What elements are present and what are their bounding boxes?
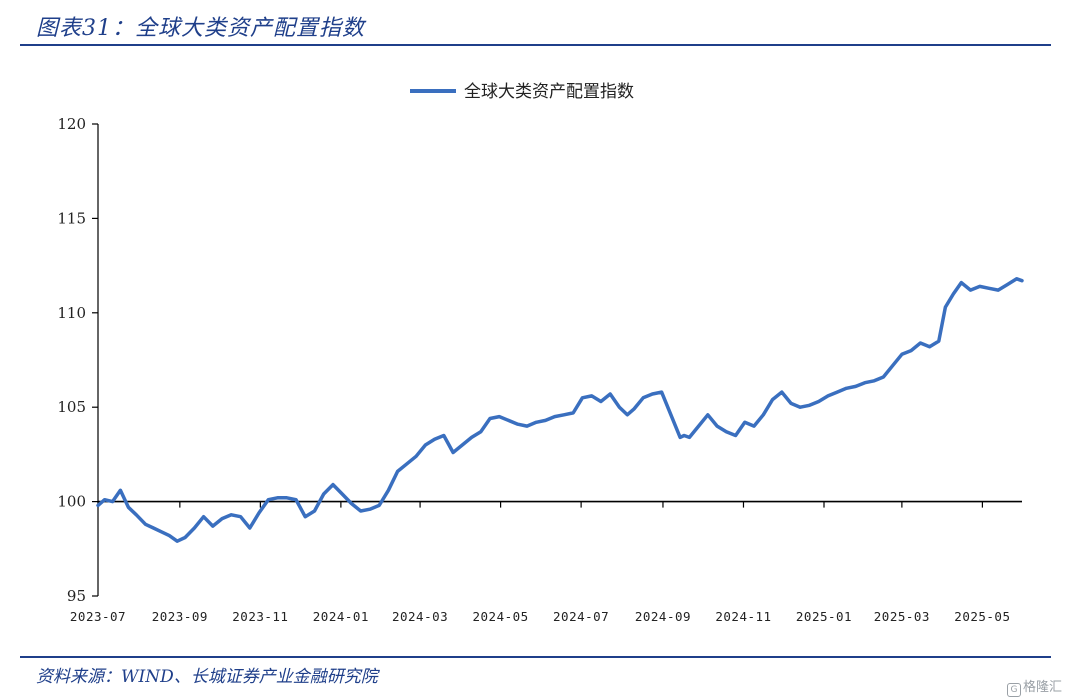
y-tick-label: 95 [67,587,86,605]
x-tick-label: 2025-05 [954,609,1010,624]
x-tick-label: 2023-07 [70,609,126,624]
x-tick-label: 2024-05 [473,609,529,624]
x-tick-label: 2024-11 [715,609,771,624]
y-axis: 95 100 105 110 115 120 [57,115,99,605]
y-tick-label: 120 [57,115,86,133]
figure-title: 图表31：全球大类资产配置指数 [36,16,365,41]
title-divider [20,44,1051,46]
y-tick-label: 100 [57,493,86,511]
x-tick-label: 2025-01 [796,609,852,624]
x-tick-label: 2024-01 [313,609,369,624]
x-tick-label: 2024-09 [635,609,691,624]
x-tick-label: 2023-11 [232,609,288,624]
gelonghui-logo-icon: G [1006,683,1021,697]
y-tick-label: 110 [57,304,86,322]
footer-divider [20,656,1051,658]
watermark: G 格隆汇 [1006,676,1062,697]
x-tick-label: 2025-03 [874,609,930,624]
x-tick-label: 2023-09 [152,609,208,624]
x-tick-label: 2024-03 [392,609,448,624]
chart-legend: 全球大类资产配置指数 [410,82,634,102]
y-tick-label: 115 [57,209,86,227]
legend-label: 全球大类资产配置指数 [464,82,634,102]
y-tick-label: 105 [57,398,86,416]
x-axis: 2023-07 2023-09 2023-11 2024-01 2024-03 2024-… [70,500,1022,624]
x-tick-label: 2024-07 [553,609,609,624]
source-note: 资料来源：WIND、长城证券产业金融研究院 [36,667,378,687]
series-line [96,277,1024,543]
watermark-text: 格隆汇 [1022,680,1062,695]
